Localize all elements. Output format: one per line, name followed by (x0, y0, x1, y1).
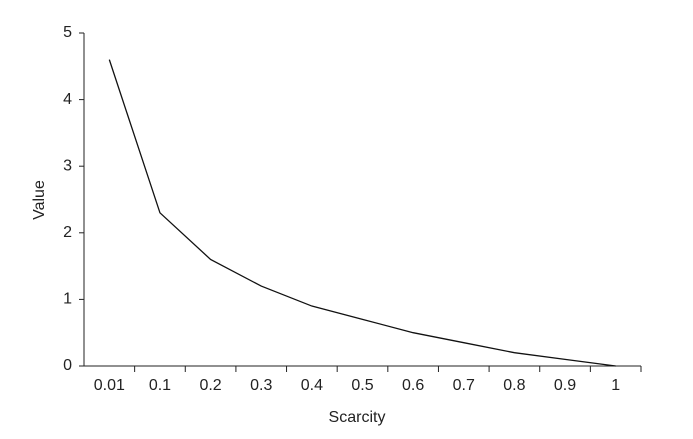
y-axis-label: Value (31, 180, 48, 220)
x-tick-label: 0.1 (149, 377, 171, 394)
x-tick-label: 1 (611, 377, 620, 394)
y-tick-label: 2 (63, 224, 72, 241)
y-tick-label: 5 (63, 24, 72, 41)
x-tick-label: 0.9 (554, 377, 576, 394)
x-tick-label: 0.8 (503, 377, 525, 394)
y-tick-label: 0 (63, 357, 72, 374)
y-tick-label: 4 (63, 91, 72, 108)
data-line (108, 59, 616, 367)
x-tick-label: 0.3 (250, 377, 272, 394)
x-tick-label: 0.7 (453, 377, 475, 394)
x-tick-label: 0.4 (301, 377, 323, 394)
y-tick-label: 3 (63, 157, 72, 174)
x-tick-label: 0.2 (199, 377, 221, 394)
y-tick-label: 1 (63, 291, 72, 308)
x-axis-label: Scarcity (329, 409, 386, 426)
x-tick-label: 0.01 (94, 377, 125, 394)
x-tick-label: 0.6 (402, 377, 424, 394)
x-tick-label: 0.5 (351, 377, 373, 394)
